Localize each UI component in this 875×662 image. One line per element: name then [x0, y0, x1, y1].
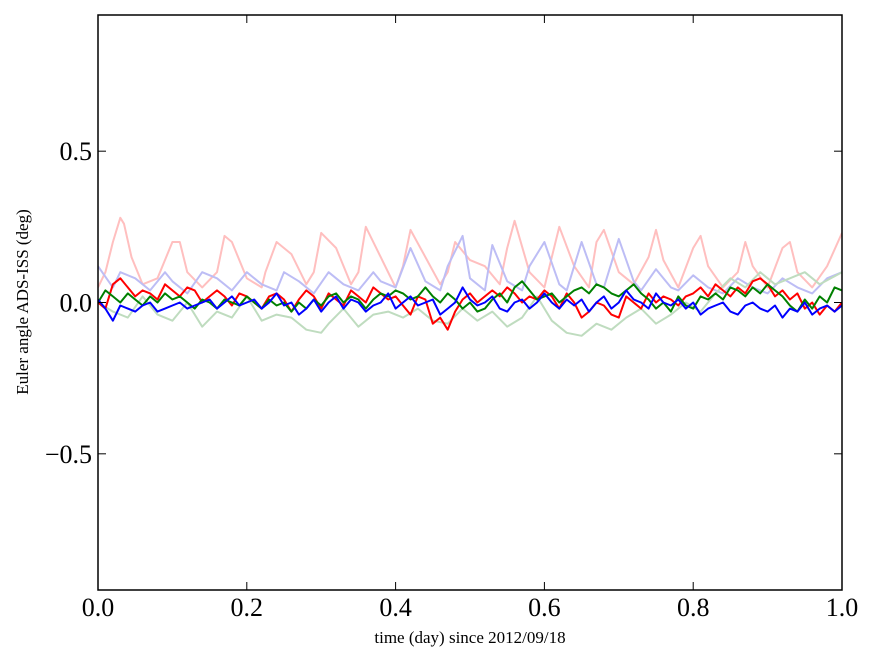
ticks-layer: 0.0 0.2 0.4 0.6 0.8 1.0 −0.5 0.0 0.5 — [45, 15, 858, 622]
y-tick-label: 0.0 — [60, 289, 93, 318]
x-tick-label: 0.0 — [82, 593, 115, 622]
series-line-4 — [98, 277, 842, 331]
x-axis-label: time (day) since 2012/09/18 — [374, 628, 565, 647]
y-tick-label: −0.5 — [45, 440, 92, 469]
series-layer — [98, 216, 842, 337]
x-tick-label: 1.0 — [826, 593, 859, 622]
series-line-5 — [98, 280, 842, 313]
x-tick-label: 0.6 — [528, 593, 561, 622]
x-tick-label: 0.8 — [677, 593, 710, 622]
x-tick-label: 0.2 — [231, 593, 264, 622]
series-line-6 — [98, 286, 842, 322]
y-axis-label: Euler angle ADS-ISS (deg) — [13, 209, 32, 395]
plot-frame — [97, 14, 843, 591]
x-tick-label: 0.4 — [379, 593, 412, 622]
series-line-2 — [98, 234, 842, 295]
y-tick-label: 0.5 — [60, 137, 93, 166]
